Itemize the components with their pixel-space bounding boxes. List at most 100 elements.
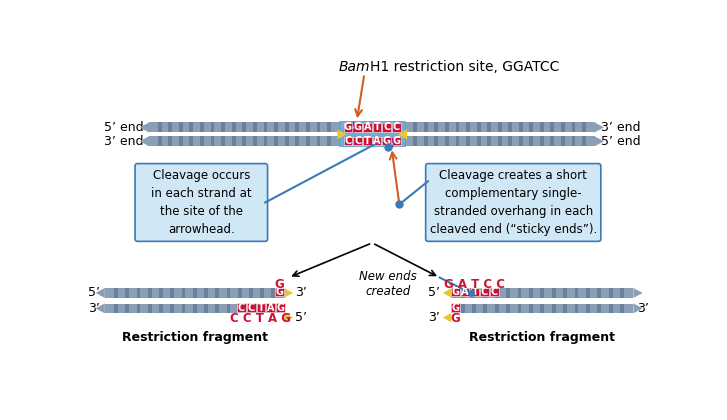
Bar	[264, 136, 268, 146]
Bar	[353, 123, 362, 131]
Bar	[582, 136, 586, 146]
Bar	[466, 136, 470, 146]
Polygon shape	[633, 303, 643, 313]
Bar	[242, 136, 246, 146]
Bar	[148, 288, 152, 297]
Polygon shape	[140, 136, 149, 146]
Bar	[571, 136, 576, 146]
Text: A: A	[373, 136, 381, 146]
Text: 5’ end: 5’ end	[104, 121, 143, 134]
Bar	[483, 304, 487, 313]
Bar	[344, 123, 353, 131]
Bar	[182, 288, 185, 297]
Bar	[586, 304, 590, 313]
Bar	[179, 136, 182, 146]
Bar	[253, 136, 257, 146]
Bar	[550, 122, 555, 132]
Bar	[518, 288, 521, 297]
Bar	[424, 136, 427, 146]
Bar	[586, 288, 590, 297]
Bar	[363, 123, 371, 131]
Bar	[137, 288, 140, 297]
Bar	[472, 288, 476, 297]
Text: T: T	[472, 287, 478, 297]
Bar	[451, 304, 633, 313]
Bar	[327, 136, 331, 146]
Text: Cleavage creates a short
complementary single-
stranded overhang in each
cleaved: Cleavage creates a short complementary s…	[430, 169, 597, 236]
Polygon shape	[285, 288, 293, 298]
Bar	[483, 288, 487, 297]
Bar	[435, 122, 438, 132]
Text: G: G	[275, 278, 284, 291]
Polygon shape	[595, 136, 604, 146]
Bar	[598, 304, 601, 313]
Bar	[274, 136, 278, 146]
Bar	[353, 137, 362, 145]
Bar	[200, 136, 204, 146]
Bar	[158, 122, 161, 132]
Bar	[470, 288, 479, 297]
Bar	[264, 122, 268, 132]
Polygon shape	[95, 303, 105, 313]
Polygon shape	[398, 129, 407, 139]
Text: C C T A G: C C T A G	[230, 312, 292, 325]
Polygon shape	[595, 122, 604, 132]
Bar	[114, 288, 118, 297]
Bar	[466, 122, 470, 132]
Bar	[285, 136, 289, 146]
Text: G: G	[276, 302, 284, 312]
Bar	[237, 303, 246, 312]
Bar	[392, 123, 401, 131]
Bar	[247, 303, 256, 312]
Bar	[495, 288, 499, 297]
Bar	[518, 304, 521, 313]
Bar	[373, 123, 381, 131]
Bar	[561, 136, 565, 146]
Bar	[204, 288, 208, 297]
Bar	[168, 122, 172, 132]
Text: A: A	[462, 287, 469, 297]
Text: C: C	[491, 287, 498, 297]
Bar	[158, 136, 161, 146]
Text: 5’: 5’	[88, 286, 100, 299]
Text: G: G	[344, 122, 352, 132]
Bar	[344, 137, 353, 145]
Polygon shape	[95, 288, 105, 298]
Text: C: C	[393, 122, 400, 132]
Bar	[168, 136, 172, 146]
Text: T: T	[374, 122, 380, 132]
Bar	[295, 122, 300, 132]
Bar	[363, 137, 371, 145]
Bar	[260, 304, 264, 313]
Bar	[211, 136, 214, 146]
Text: G: G	[382, 136, 390, 146]
Text: A: A	[364, 122, 371, 132]
Bar	[137, 304, 140, 313]
Bar	[306, 136, 310, 146]
Bar	[238, 304, 241, 313]
Bar	[227, 288, 230, 297]
Bar	[414, 136, 417, 146]
Polygon shape	[285, 313, 293, 322]
Bar	[148, 304, 152, 313]
Bar	[221, 122, 225, 132]
Bar	[451, 288, 633, 297]
Bar	[540, 304, 545, 313]
Bar	[451, 288, 459, 297]
Bar	[105, 288, 285, 297]
Bar	[190, 136, 193, 146]
Text: 3’: 3’	[88, 302, 100, 315]
Bar	[540, 122, 544, 132]
Bar	[227, 304, 230, 313]
Bar	[114, 304, 118, 313]
Bar	[481, 288, 489, 297]
Bar	[405, 136, 595, 146]
Text: 5’: 5’	[428, 286, 441, 299]
Bar	[295, 136, 300, 146]
Bar	[339, 121, 406, 147]
Bar	[170, 288, 174, 297]
Text: 3’ end: 3’ end	[601, 121, 640, 134]
Bar	[477, 136, 481, 146]
Bar	[392, 137, 401, 145]
Bar	[445, 136, 449, 146]
